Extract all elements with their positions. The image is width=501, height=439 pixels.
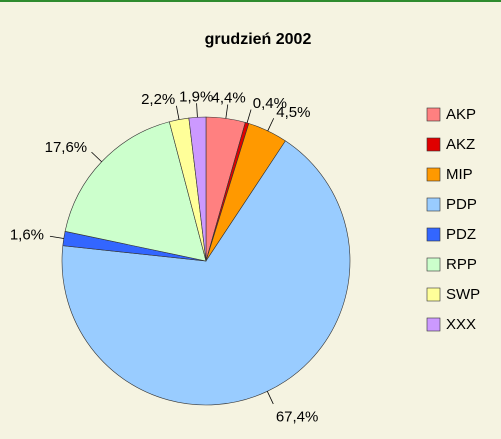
data-label: 17,6% — [45, 139, 88, 156]
pie-slice — [61, 140, 351, 406]
legend-swatch — [426, 167, 441, 182]
legend-label: MIP — [446, 166, 473, 183]
leader-line — [267, 118, 275, 132]
legend-label: RPP — [446, 256, 477, 273]
chart-title: grudzień 2002 — [205, 31, 312, 48]
data-label: 1,9% — [179, 88, 213, 105]
leader-line — [266, 391, 274, 405]
leader-line — [225, 104, 229, 119]
top-border — [0, 0, 501, 2]
legend-swatch — [426, 107, 441, 122]
data-label: 0,4% — [253, 95, 287, 112]
legend-label: PDZ — [446, 226, 476, 243]
legend-swatch — [426, 257, 441, 272]
pie-slice — [188, 116, 207, 262]
legend-swatch — [426, 287, 441, 302]
legend-label: AKP — [446, 106, 476, 123]
data-label: 1,6% — [10, 226, 44, 243]
leader-line — [176, 105, 180, 120]
legend-label: AKZ — [446, 136, 475, 153]
data-label: 2,2% — [141, 91, 175, 108]
data-label: 67,4% — [276, 408, 319, 425]
data-label: 4,4% — [211, 90, 245, 107]
legend-swatch — [426, 227, 441, 242]
leader-line — [91, 151, 102, 163]
legend-swatch — [426, 137, 441, 152]
leader-line — [246, 109, 252, 124]
legend-label: SWP — [446, 286, 480, 303]
data-label: 4,5% — [276, 104, 310, 121]
pie-slice — [64, 121, 207, 262]
leader-line — [49, 235, 64, 239]
legend-label: PDP — [446, 196, 477, 213]
legend-label: XXX — [446, 316, 476, 333]
legend-swatch — [426, 317, 441, 332]
leader-line — [196, 103, 198, 118]
legend-swatch — [426, 197, 441, 212]
